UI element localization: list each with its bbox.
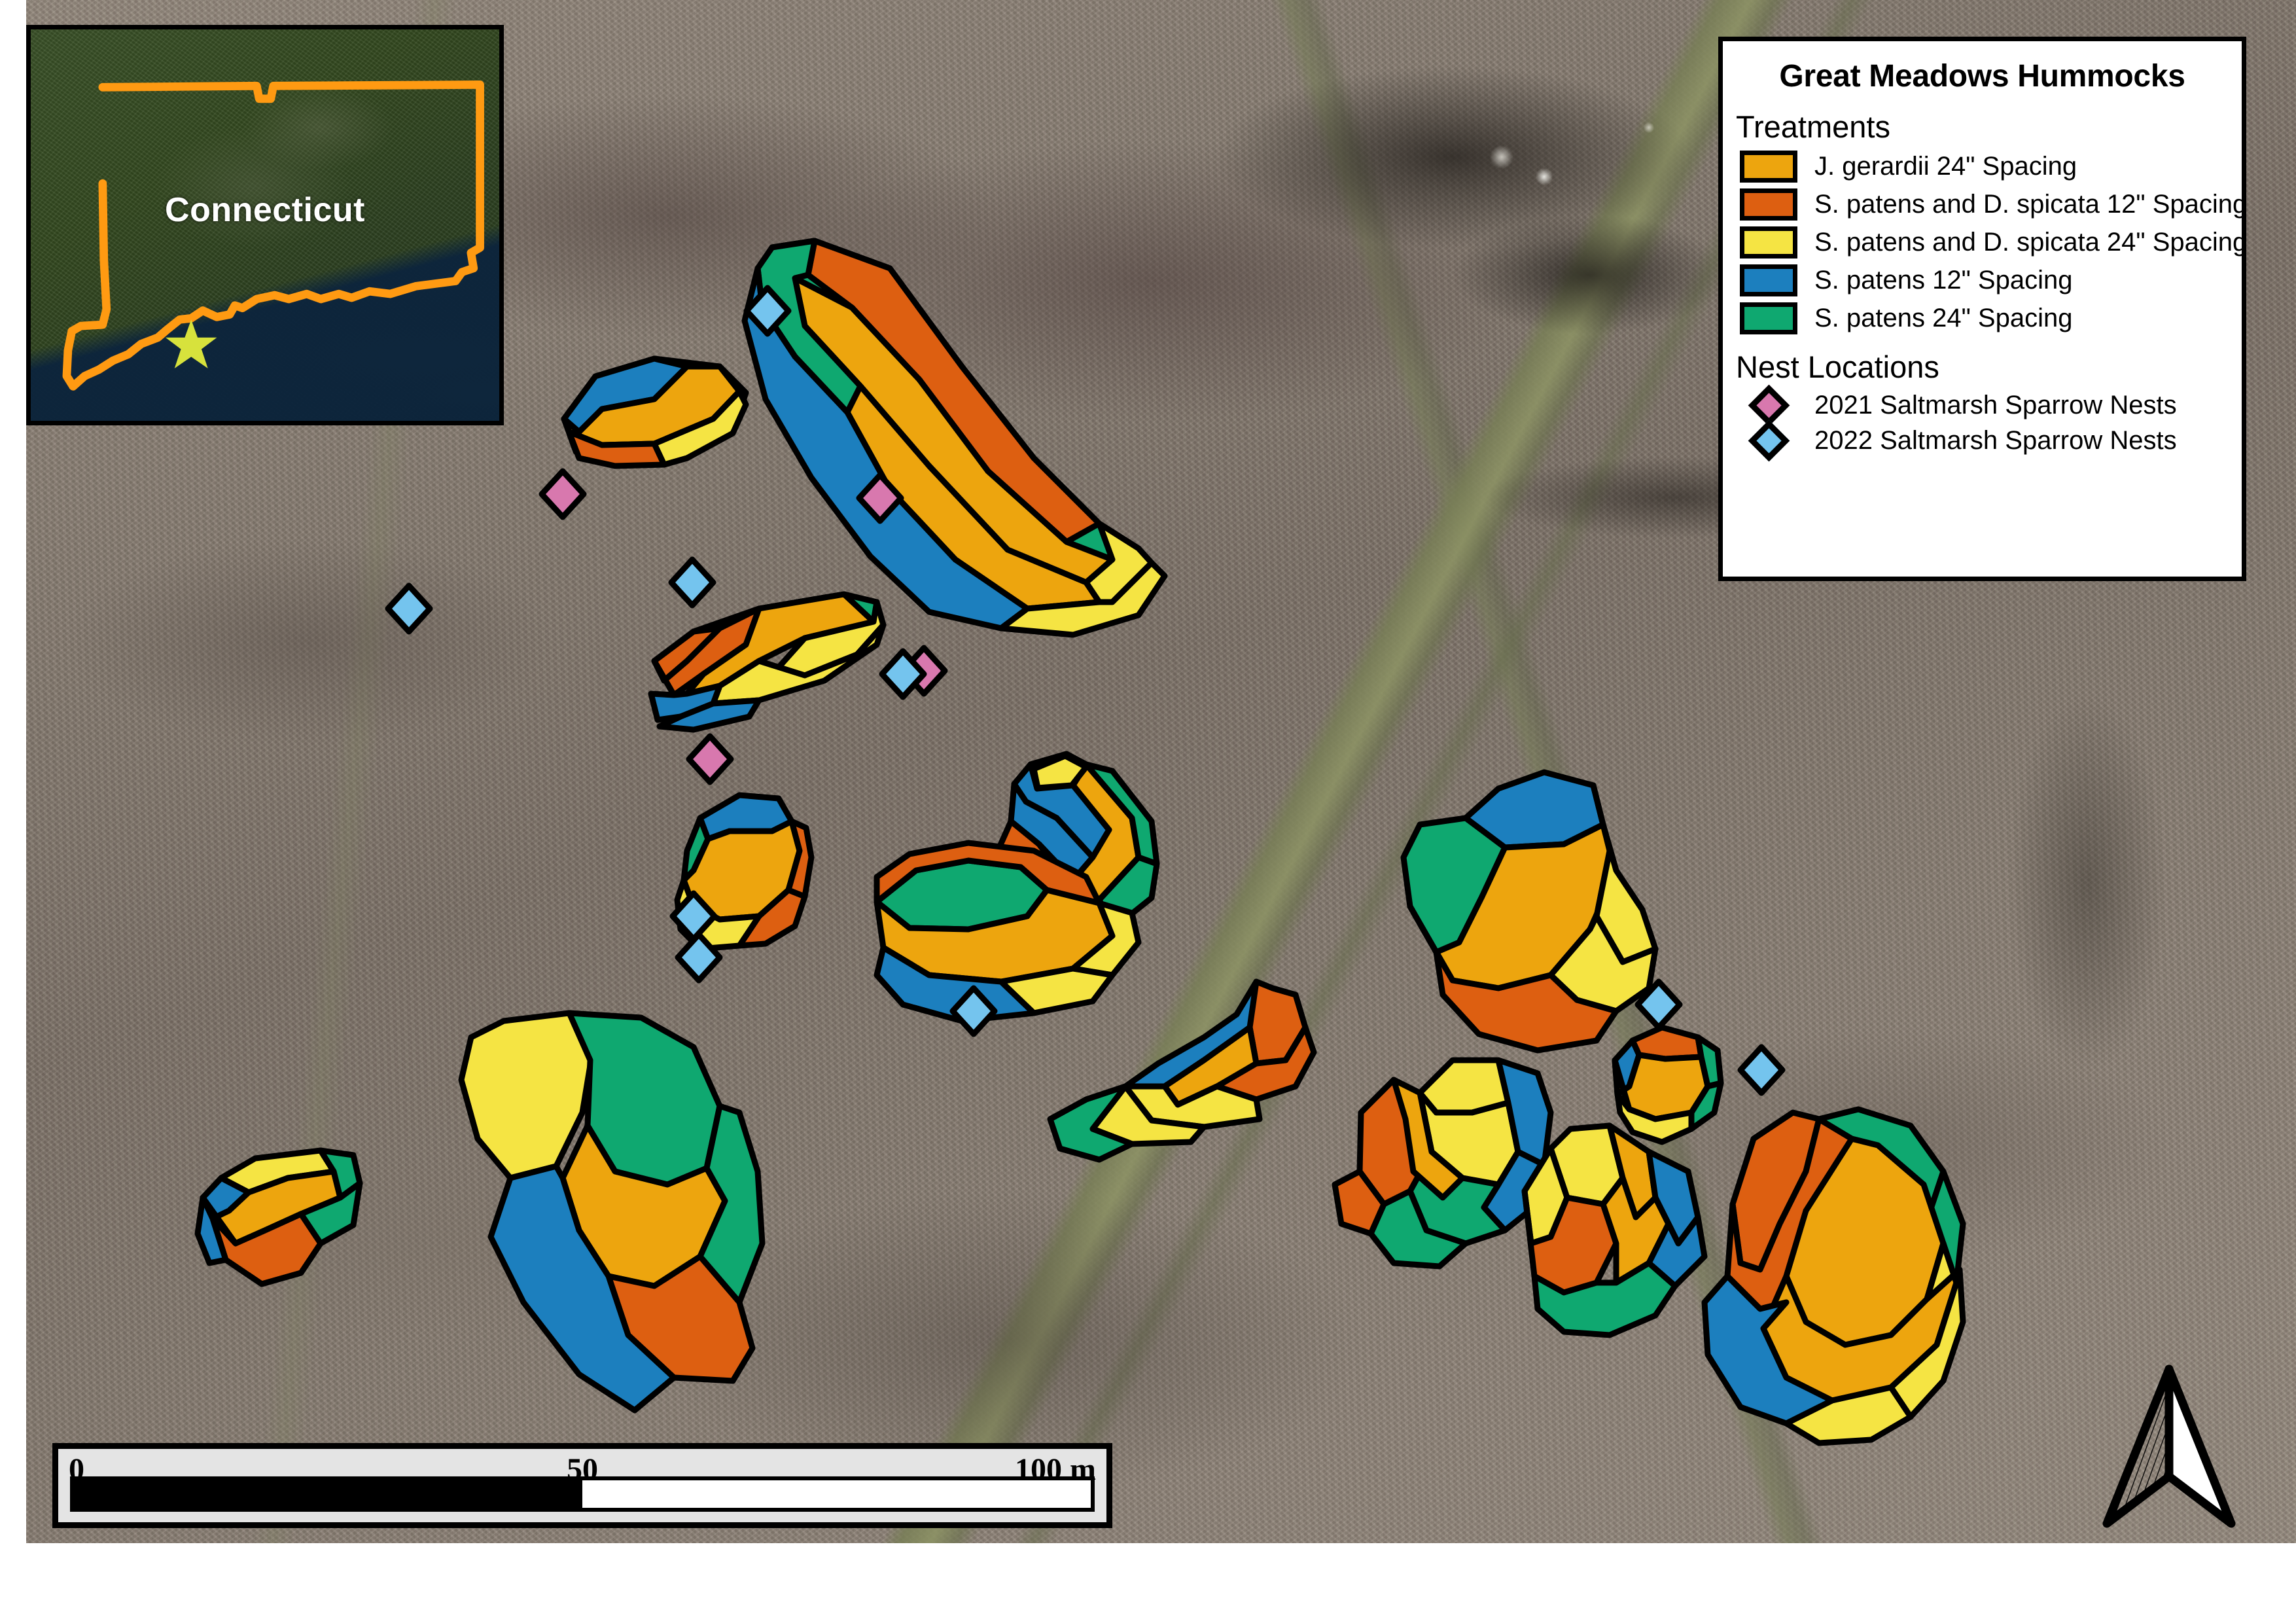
- north-arrow-icon: [2102, 1364, 2236, 1528]
- legend-title: Great Meadows Hummocks: [1779, 59, 2185, 94]
- swatch-spatens-24: [1740, 302, 1797, 334]
- hummock-polygon[interactable]: [874, 840, 1142, 1024]
- hummock-polygon[interactable]: [1612, 1024, 1724, 1145]
- diamond-wrap-2021: [1740, 384, 1797, 427]
- legend-section-nest-locations: Nest Locations: [1736, 349, 1939, 384]
- legend-label-spatens-dspicata-12: S. patens and D. spicata 12" Spacing: [1814, 190, 2248, 219]
- study-site-star: [165, 319, 217, 368]
- legend-item-spatens-dspicata-24[interactable]: S. patens and D. spicata 24" Spacing: [1740, 226, 2247, 259]
- hummock-polygon[interactable]: [1701, 1106, 1966, 1446]
- swatch-spatens-dspicata-24: [1740, 226, 1797, 259]
- hummock-polygon[interactable]: [741, 238, 1168, 638]
- legend-item-spatens-24[interactable]: S. patens 24" Spacing: [1740, 302, 2242, 334]
- hummock-polygon[interactable]: [561, 355, 749, 469]
- map-legend[interactable]: Great Meadows Hummocks Treatments J. ger…: [1718, 37, 2247, 581]
- nest-marker-2021[interactable]: [539, 468, 948, 785]
- scale-bar-segments: [70, 1476, 1095, 1512]
- inset-state-label: Connecticut: [165, 191, 365, 229]
- swatch-spatens-12: [1740, 264, 1797, 296]
- connecticut-outline: [62, 80, 484, 391]
- legend-item-spatens-dspicata-12[interactable]: S. patens and D. spicata 12" Spacing: [1740, 188, 2247, 221]
- legend-label-spatens-dspicata-24: S. patens and D. spicata 24" Spacing: [1814, 228, 2248, 257]
- inset-vector-layer: [62, 80, 484, 391]
- hummock-polygon[interactable]: [1047, 978, 1317, 1163]
- diamond-wrap-2022: [1740, 419, 1797, 462]
- hummock-polygon[interactable]: [1332, 1057, 1554, 1270]
- legend-label-jgerardii-24: J. gerardii 24" Spacing: [1814, 152, 2077, 181]
- scale-segment-filled: [74, 1480, 582, 1508]
- legend-label-spatens-24: S. patens 24" Spacing: [1814, 304, 2073, 332]
- legend-label-nests-2022: 2022 Saltmarsh Sparrow Nests: [1814, 426, 2177, 455]
- scale-segment-empty: [582, 1480, 1091, 1508]
- connecticut-inset-map[interactable]: Connecticut: [26, 25, 504, 425]
- hummock-polygon[interactable]: [1031, 753, 1089, 791]
- legend-label-spatens-12: S. patens 12" Spacing: [1814, 266, 2073, 294]
- legend-item-jgerardii-24[interactable]: J. gerardii 24" Spacing: [1740, 151, 2242, 183]
- legend-label-nests-2021: 2021 Saltmarsh Sparrow Nests: [1814, 391, 2177, 419]
- legend-section-treatments: Treatments: [1736, 109, 1890, 144]
- hummock-polygon-layer: [194, 238, 1966, 1446]
- swatch-jgerardii-24: [1740, 151, 1797, 183]
- hummock-polygon[interactable]: [1400, 769, 1659, 1054]
- hummock-polygon[interactable]: [194, 1147, 363, 1287]
- swatch-spatens-dspicata-12: [1740, 188, 1797, 221]
- hummock-polygon[interactable]: [674, 792, 815, 952]
- scale-bar: 0 50 100 m: [52, 1443, 1112, 1528]
- legend-item-nests-2022[interactable]: 2022 Saltmarsh Sparrow Nests: [1740, 419, 2242, 462]
- hummock-polygon[interactable]: [458, 1010, 766, 1414]
- nest-2022-diamond-icon: [1748, 419, 1790, 462]
- legend-item-spatens-12[interactable]: S. patens 12" Spacing: [1740, 264, 2242, 296]
- legend-item-nests-2021[interactable]: 2021 Saltmarsh Sparrow Nests: [1740, 384, 2242, 427]
- hummock-polygon[interactable]: [648, 591, 887, 733]
- hummock-polygon[interactable]: [1521, 1122, 1708, 1338]
- nest-marker-2022[interactable]: [385, 285, 1786, 1096]
